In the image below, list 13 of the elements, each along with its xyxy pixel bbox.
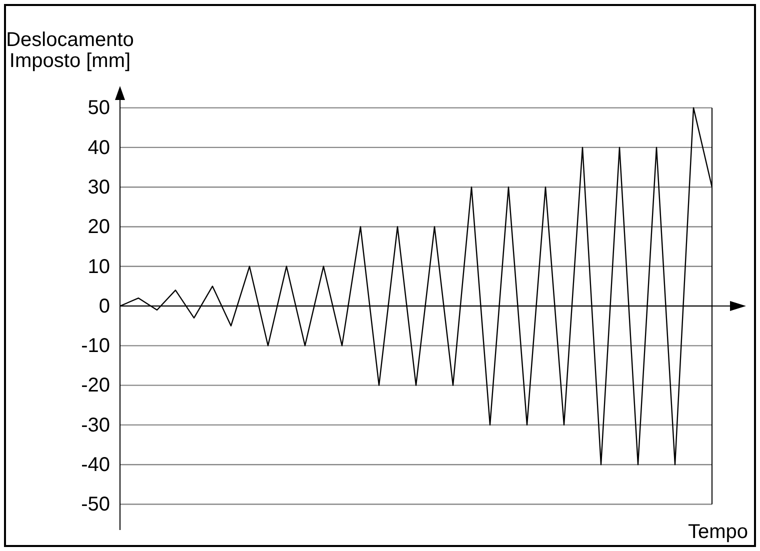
y-tick-label: 0 [98,295,110,318]
x-axis-title: Tempo [688,521,748,543]
y-tick-label: 10 [88,256,110,278]
y-tick-label: 50 [88,97,110,120]
y-axis-title: Deslocamento Imposto [mm] [6,29,134,72]
y-tick-label: -50 [81,494,110,516]
y-tick-label: 20 [88,216,110,238]
y-tick-label: -10 [81,335,110,358]
y-tick-label: -40 [81,454,110,476]
y-tick-label: -30 [81,414,110,436]
y-tick-label: 40 [88,136,110,159]
y-tick-label: 30 [88,176,110,199]
y-tick-label: -20 [81,374,110,397]
